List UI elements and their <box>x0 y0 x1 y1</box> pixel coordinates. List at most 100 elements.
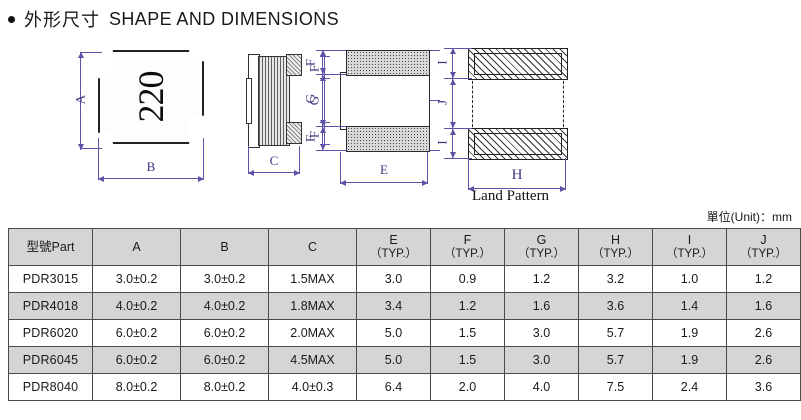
cell-dimension-value: 2.6 <box>726 319 801 347</box>
dim-I-top-arrow-up <box>449 48 456 54</box>
dim-A-ext-top <box>80 52 102 53</box>
side-terminal-bottom <box>286 122 302 144</box>
cell-part-number: PDR6045 <box>8 346 93 374</box>
dim-IJI-ext1 <box>444 48 472 49</box>
dim-A-line <box>80 52 81 150</box>
bottom-pad-top <box>346 50 430 76</box>
cell-dimension-value: 3.0 <box>356 265 431 293</box>
cell-dimension-value: 5.0 <box>356 346 431 374</box>
cell-dimension-value: 1.9 <box>652 319 727 347</box>
cell-dimension-value: 3.0 <box>504 319 579 347</box>
cell-dimension-value: 1.2 <box>504 265 579 293</box>
dim-IJI-ext2 <box>444 78 472 79</box>
land-pad-top-inner <box>474 53 562 75</box>
cell-dimension-value: 5.7 <box>578 346 653 374</box>
column-header-i-label: I <box>687 233 692 248</box>
dim-E-label: E <box>380 162 388 177</box>
dim-C-line <box>248 172 300 173</box>
dim-right-tick2 <box>430 100 440 101</box>
bottom-pad-bottom <box>346 126 430 152</box>
figure-top-view: 220 A B <box>72 50 232 190</box>
cell-dimension-value: 6.0±0.2 <box>92 319 181 347</box>
cell-dimension-value: 2.6 <box>726 346 801 374</box>
column-header-c: C <box>268 228 357 266</box>
cell-dimension-value: 1.4 <box>652 292 727 320</box>
figure-land-pattern: I J I H <box>435 42 600 207</box>
dimensions-table: 型號Part A B C E （TYP.） F （TYP.） G （TYP.） <box>8 228 801 401</box>
cell-dimension-value: 6.0±0.2 <box>180 319 269 347</box>
dim-C-arrow-left <box>248 169 254 176</box>
table-row: PDR6045 6.0±0.2 6.0±0.2 4.5MAX 5.0 1.5 3.0 5.7 1… <box>8 346 801 374</box>
cell-dimension-value: 5.7 <box>578 319 653 347</box>
column-header-f: F （TYP.） <box>430 228 505 266</box>
dim-B-arrow-left <box>98 175 104 182</box>
table-header-row: 型號Part A B C E （TYP.） F （TYP.） G （TYP.） <box>8 228 801 266</box>
page-title-cn: 外形尺寸 <box>24 10 100 30</box>
dim-F-top-arrow-up <box>319 50 326 56</box>
dim-B-label: B <box>146 159 156 174</box>
cell-dimension-value: 4.5MAX <box>268 346 357 374</box>
dim-C-arrow-right <box>294 169 300 176</box>
dim-G-label: G <box>302 93 318 104</box>
dim-C-label: C <box>269 153 279 168</box>
cell-dimension-value: 6.4 <box>356 373 431 401</box>
column-header-g-typ: （TYP.） <box>517 247 566 260</box>
cell-dimension-value: 4.0±0.2 <box>92 292 181 320</box>
land-pad-bottom-inner <box>474 133 562 155</box>
dim-B-ext-left <box>98 138 99 180</box>
column-header-i: I （TYP.） <box>652 228 727 266</box>
dim-I-top-arrow-down <box>449 72 456 78</box>
dim-H-ext-left <box>468 158 469 190</box>
column-header-e-typ: （TYP.） <box>369 247 418 260</box>
cell-dimension-value: 3.0 <box>504 346 579 374</box>
cell-dimension-value: 4.0±0.2 <box>180 292 269 320</box>
cell-dimension-value: 2.0MAX <box>268 319 357 347</box>
cell-dimension-value: 6.0±0.2 <box>180 346 269 374</box>
dim-J-arrow-up <box>449 79 456 85</box>
land-outline-dashed <box>472 76 564 132</box>
dim-I-bottom-arrow-down <box>449 152 456 158</box>
dim-G-arrow-up <box>319 75 326 81</box>
dim-H-line <box>468 188 566 189</box>
cell-dimension-value: 3.6 <box>578 292 653 320</box>
column-header-j: J （TYP.） <box>726 228 801 266</box>
dim-sideFGF-tick1 <box>320 56 330 57</box>
cell-dimension-value: 1.9 <box>652 346 727 374</box>
column-header-c-label: C <box>307 239 318 254</box>
column-header-part-label: 型號Part <box>26 239 75 254</box>
cell-dimension-value: 1.5 <box>430 346 505 374</box>
unit-note: 單位(Unit)：mm <box>706 210 792 224</box>
dim-I-bottom-arrow-up <box>449 129 456 135</box>
dim-F-top-arrow-down <box>319 68 326 74</box>
bottom-body-outline <box>340 72 430 130</box>
table-row: PDR4018 4.0±0.2 4.0±0.2 1.8MAX 3.4 1.2 1.6 3.6 1… <box>8 292 801 320</box>
dim-F-bottom-arrow-down <box>319 144 326 150</box>
column-header-f-typ: （TYP.） <box>443 247 492 260</box>
column-header-e-label: E <box>389 233 398 248</box>
dim-G-arrow-down <box>319 120 326 126</box>
column-header-b: B <box>180 228 269 266</box>
column-header-a-label: A <box>132 239 141 254</box>
column-header-a: A <box>92 228 181 266</box>
component-marking: 220 <box>131 71 171 123</box>
column-header-h-label: H <box>610 233 621 248</box>
dim-H-ext-right <box>565 158 566 190</box>
side-coil-winding <box>258 56 290 146</box>
cell-dimension-value: 8.0±0.2 <box>92 373 181 401</box>
cell-dimension-value: 4.0 <box>504 373 579 401</box>
dim-A-ext-bottom <box>80 148 102 149</box>
dim-H-arrow-right <box>560 185 566 192</box>
dim-FGF-ext4 <box>316 150 346 151</box>
dim-A-arrow-bottom <box>77 144 84 150</box>
cell-part-number: PDR3015 <box>8 265 93 293</box>
dim-FGF-line <box>322 50 323 150</box>
dim-IJI-ext4 <box>444 158 472 159</box>
column-header-i-typ: （TYP.） <box>665 247 714 260</box>
cell-dimension-value: 1.5MAX <box>268 265 357 293</box>
column-header-b-label: B <box>220 239 229 254</box>
component-body-top: 220 <box>98 50 204 144</box>
figure-side-view: C F G F <box>236 50 336 190</box>
dim-H-label: H <box>511 167 523 183</box>
dim-E-ext-right <box>427 152 428 184</box>
table-body: PDR3015 3.0±0.2 3.0±0.2 1.5MAX 3.0 0.9 1.2 3.2 1… <box>8 265 801 401</box>
